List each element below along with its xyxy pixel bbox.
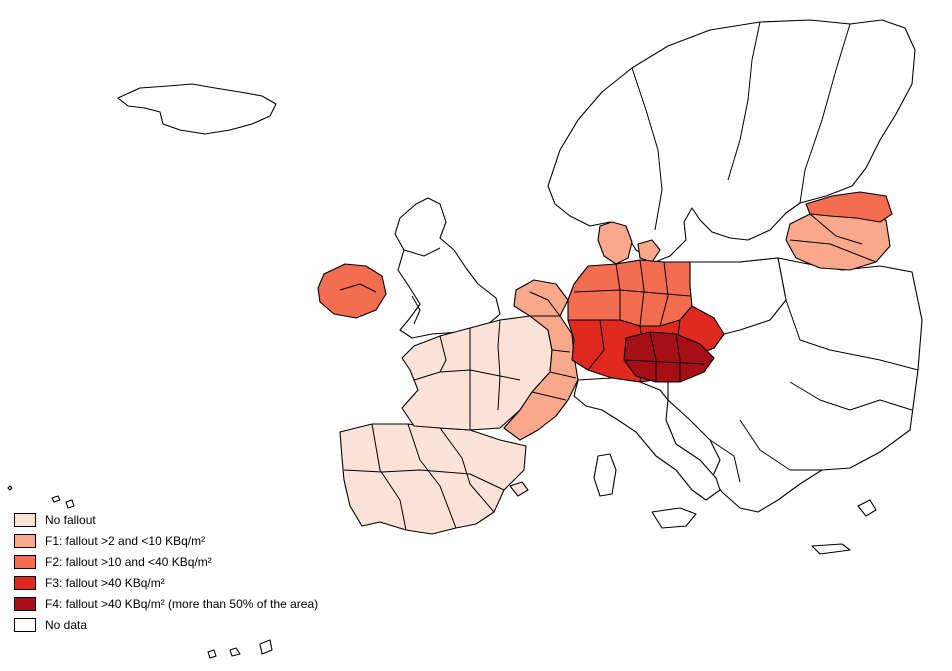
border-benelux — [529, 291, 561, 317]
canary-islands — [207, 639, 273, 659]
border-spain-regions-4 — [343, 469, 505, 491]
border-germany-regions-4 — [573, 289, 691, 297]
border-spain-regions-1 — [371, 423, 407, 531]
border-wales — [411, 295, 421, 325]
legend-label-f2: F2: fallout >10 and <40 KBq/m² — [45, 554, 212, 569]
italy — [573, 377, 721, 501]
legend-label-none: No fallout — [45, 512, 96, 527]
central-core — [623, 331, 715, 383]
danish-islands — [637, 239, 661, 263]
border-ukraine-romania — [789, 381, 913, 411]
sardinia — [593, 453, 617, 497]
ireland — [317, 263, 387, 319]
legend-label-f3: F3: fallout >40 KBq/m² — [45, 575, 165, 590]
border-core-regions — [623, 331, 705, 382]
germany — [567, 259, 693, 327]
crete — [811, 543, 851, 555]
legend-label-f1: F1: fallout >2 and <10 KBq/m² — [45, 533, 206, 548]
sicily — [651, 507, 697, 529]
border-france-regions-3 — [439, 335, 447, 373]
border-baltic-regions — [789, 213, 877, 263]
cyprus-aegean — [857, 499, 877, 517]
svalbard-dot — [7, 485, 13, 491]
legend-swatch-nodata — [14, 617, 36, 632]
border-finland-russia — [799, 23, 851, 204]
border-spain-regions-2 — [407, 423, 457, 529]
border-spain-regions-3 — [439, 427, 495, 513]
benelux — [513, 279, 569, 317]
legend-label-nodata: No data — [45, 617, 88, 632]
border-norway-sweden — [631, 67, 663, 231]
estonia — [805, 191, 893, 223]
denmark — [597, 221, 633, 265]
spain — [339, 423, 527, 535]
legend: No fallout F1: fallout >2 and <10 KBq/m² F… — [14, 509, 318, 635]
iceland — [117, 83, 277, 135]
border-serbia — [709, 439, 741, 483]
legend-swatch-f2 — [14, 554, 36, 569]
border-france-regions-4 — [497, 319, 501, 411]
great-britain — [394, 197, 501, 339]
border-germany-regions-2 — [639, 259, 645, 327]
azores — [51, 495, 75, 509]
legend-swatch-f4 — [14, 596, 36, 611]
legend-swatch-f3 — [14, 575, 36, 590]
border-scotland-england — [403, 247, 441, 257]
border-france-regions-2 — [413, 369, 521, 381]
border-balkans — [739, 419, 822, 471]
border-germany-regions-3 — [659, 261, 669, 327]
legend-item-f2: F2: fallout >10 and <40 KBq/m² — [14, 551, 318, 572]
legend-swatch-none — [14, 512, 36, 527]
legend-item-f3: F3: fallout >40 KBq/m² — [14, 572, 318, 593]
legend-item-nodata: No data — [14, 614, 318, 635]
poland — [689, 257, 787, 335]
legend-item-f1: F1: fallout >2 and <10 KBq/m² — [14, 530, 318, 551]
legend-item-none: No fallout — [14, 509, 318, 530]
legend-swatch-f1 — [14, 533, 36, 548]
balearic-islands — [509, 481, 529, 497]
border-sweden-finland — [727, 21, 761, 181]
border-east-france-regions — [531, 349, 577, 401]
legend-item-f4: F4: fallout >40 KBq/m² (more than 50% of… — [14, 593, 318, 614]
border-ireland-internal — [339, 283, 377, 293]
legend-label-f4: F4: fallout >40 KBq/m² (more than 50% of… — [45, 596, 319, 611]
